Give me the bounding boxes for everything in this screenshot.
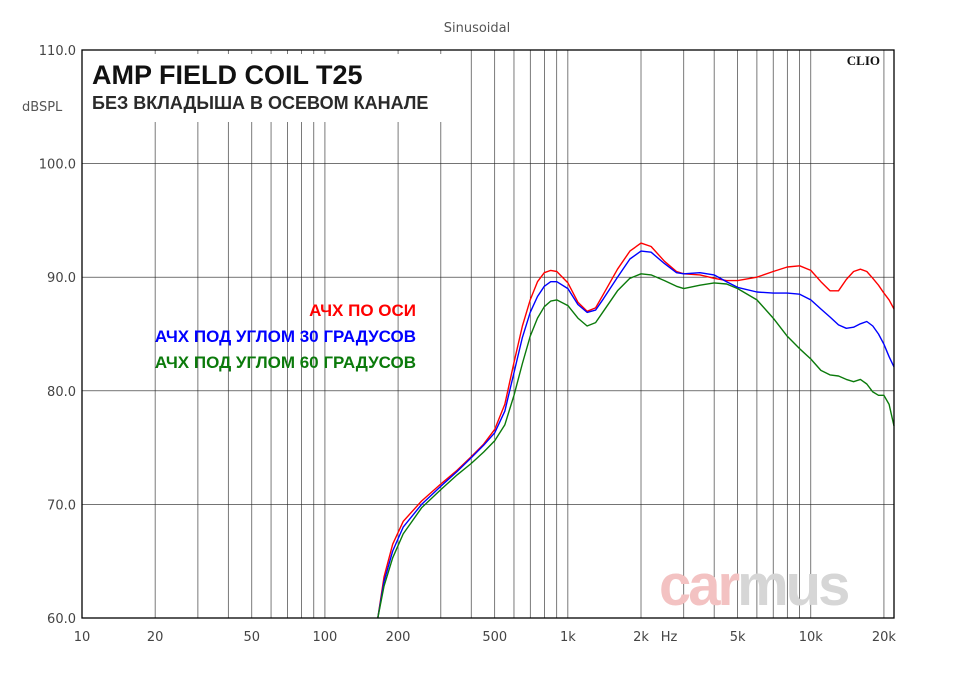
clio-brand-tag: CLIO bbox=[847, 53, 880, 68]
x-tick-label: 200 bbox=[386, 630, 411, 645]
x-tick-label: 1k bbox=[560, 630, 576, 645]
series-line-1 bbox=[377, 242, 895, 619]
x-tick-label: 500 bbox=[482, 630, 507, 645]
y-tick-label: 100.0 bbox=[39, 158, 76, 173]
chart-header-title: Sinusoidal bbox=[444, 21, 511, 36]
axis-tick-labels: 10 20 50 100 200 500 1k 2k 5k 10k 20k 60.0 70.0 80.0 9… bbox=[39, 44, 897, 645]
series-lines bbox=[377, 242, 895, 619]
legend-entry-3: АЧХ ПОД УГЛОМ 60 ГРАДУСОВ bbox=[155, 353, 416, 372]
y-tick-label: 110.0 bbox=[39, 44, 76, 59]
x-tick-label: 50 bbox=[244, 630, 261, 645]
title-panel bbox=[86, 54, 458, 122]
x-tick-label: 2k bbox=[633, 630, 649, 645]
x-tick-label: 10k bbox=[799, 630, 824, 645]
x-tick-label: 20 bbox=[147, 630, 164, 645]
watermark-logo: carmus bbox=[659, 553, 848, 618]
x-tick-label: 10 bbox=[74, 630, 91, 645]
overlay-subtitle: БЕЗ ВКЛАДЫША В ОСЕВОМ КАНАЛЕ bbox=[92, 93, 428, 113]
y-tick-label: 60.0 bbox=[47, 612, 76, 627]
watermark-part-b: mus bbox=[737, 553, 848, 618]
x-tick-label: 100 bbox=[313, 630, 338, 645]
legend-entry-1: АЧХ ПО ОСИ bbox=[309, 301, 416, 320]
series-line-2 bbox=[377, 250, 895, 619]
watermark-part-a: car bbox=[659, 553, 740, 618]
legend-entry-2: АЧХ ПОД УГЛОМ 30 ГРАДУСОВ bbox=[155, 327, 416, 346]
x-axis-unit-label: Hz bbox=[661, 630, 678, 645]
y-axis-unit-label: dBSPL bbox=[22, 100, 63, 115]
grid bbox=[82, 50, 894, 618]
series-line-3 bbox=[377, 273, 895, 619]
x-tick-label: 5k bbox=[730, 630, 746, 645]
y-tick-label: 90.0 bbox=[47, 271, 76, 286]
y-tick-label: 80.0 bbox=[47, 385, 76, 400]
x-tick-label: 20k bbox=[872, 630, 897, 645]
overlay-title: AMP FIELD COIL T25 bbox=[92, 60, 363, 90]
y-tick-label: 70.0 bbox=[47, 498, 76, 513]
plot-frame bbox=[81, 49, 895, 619]
legend: АЧХ ПО ОСИ АЧХ ПОД УГЛОМ 30 ГРАДУСОВ АЧХ П… bbox=[155, 301, 416, 372]
